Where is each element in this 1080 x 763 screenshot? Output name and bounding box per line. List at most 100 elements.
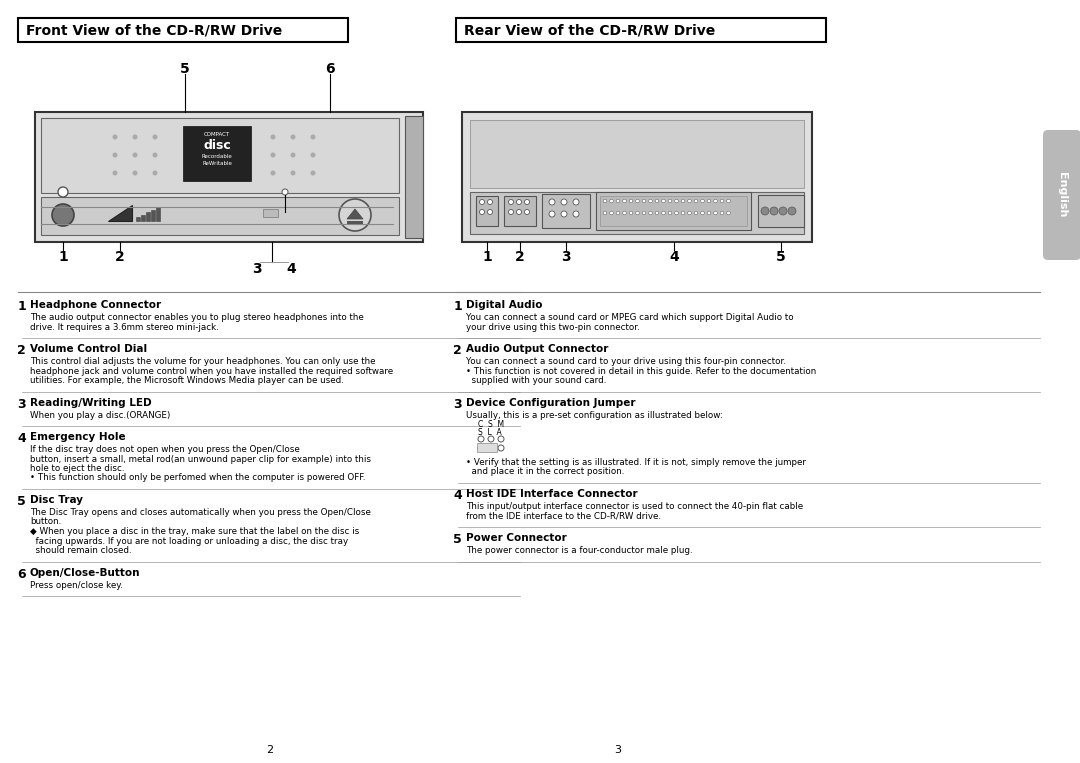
- Circle shape: [623, 211, 626, 215]
- Text: 4: 4: [286, 262, 296, 276]
- Text: This input/output interface connector is used to connect the 40-pin flat cable: This input/output interface connector is…: [465, 502, 804, 511]
- Circle shape: [688, 199, 691, 203]
- Circle shape: [779, 207, 787, 215]
- Bar: [136, 217, 140, 221]
- Circle shape: [561, 199, 567, 205]
- Circle shape: [509, 199, 513, 204]
- Circle shape: [133, 153, 137, 157]
- Text: 1: 1: [454, 300, 462, 313]
- Text: Host IDE Interface Connector: Host IDE Interface Connector: [465, 489, 637, 499]
- Circle shape: [770, 207, 778, 215]
- Circle shape: [282, 189, 288, 195]
- Text: Reading/Writing LED: Reading/Writing LED: [30, 398, 151, 407]
- Circle shape: [549, 211, 555, 217]
- Text: S  L  A: S L A: [478, 428, 502, 437]
- Circle shape: [636, 211, 639, 215]
- Circle shape: [487, 210, 492, 214]
- Text: from the IDE interface to the CD-R/RW drive.: from the IDE interface to the CD-R/RW dr…: [465, 511, 661, 520]
- Circle shape: [643, 211, 646, 215]
- Text: ReWritable: ReWritable: [202, 161, 232, 166]
- Circle shape: [509, 210, 513, 214]
- Circle shape: [291, 153, 296, 157]
- Circle shape: [270, 153, 275, 157]
- Text: • This function should only be perfomed when the computer is powered OFF.: • This function should only be perfomed …: [30, 474, 365, 482]
- Circle shape: [549, 199, 555, 205]
- Text: 2: 2: [267, 745, 273, 755]
- Circle shape: [701, 211, 704, 215]
- Text: Audio Output Connector: Audio Output Connector: [465, 344, 608, 354]
- Text: 3: 3: [615, 745, 621, 755]
- Bar: [456, 18, 826, 42]
- Text: should remain closed.: should remain closed.: [30, 546, 132, 555]
- Circle shape: [498, 436, 504, 442]
- Circle shape: [636, 199, 639, 203]
- Bar: [470, 192, 804, 234]
- Bar: [470, 120, 804, 188]
- Circle shape: [649, 199, 652, 203]
- Text: Device Configuration Jumper: Device Configuration Jumper: [465, 398, 635, 407]
- Text: facing upwards. If you are not loading or unloading a disc, the disc tray: facing upwards. If you are not loading o…: [30, 536, 348, 546]
- Circle shape: [617, 211, 620, 215]
- Circle shape: [669, 199, 672, 203]
- Circle shape: [662, 199, 665, 203]
- Text: Headphone Connector: Headphone Connector: [30, 300, 161, 310]
- Circle shape: [311, 170, 315, 175]
- Bar: [596, 192, 751, 230]
- Bar: [41, 197, 399, 235]
- Polygon shape: [347, 209, 363, 219]
- Text: Rear View of the CD-R/RW Drive: Rear View of the CD-R/RW Drive: [464, 24, 715, 38]
- Text: This control dial adjusts the volume for your headphones. You can only use the: This control dial adjusts the volume for…: [30, 357, 376, 366]
- Circle shape: [525, 199, 529, 204]
- Bar: [18, 18, 348, 42]
- Circle shape: [498, 445, 504, 451]
- Text: and place it in the correct position.: and place it in the correct position.: [465, 468, 624, 477]
- Circle shape: [610, 211, 613, 215]
- Circle shape: [573, 211, 579, 217]
- Bar: [347, 221, 363, 224]
- Circle shape: [480, 210, 485, 214]
- Text: headphone jack and volume control when you have installed the required software: headphone jack and volume control when y…: [30, 366, 393, 375]
- Text: 5: 5: [180, 62, 190, 76]
- Text: button.: button.: [30, 517, 62, 526]
- Circle shape: [727, 199, 730, 203]
- Circle shape: [152, 134, 158, 140]
- Bar: [504, 196, 536, 226]
- Circle shape: [573, 199, 579, 205]
- Bar: [41, 118, 399, 193]
- Text: 6: 6: [17, 568, 26, 581]
- Text: When you play a disc.(ORANGE): When you play a disc.(ORANGE): [30, 410, 171, 420]
- Circle shape: [311, 134, 315, 140]
- Circle shape: [339, 199, 372, 231]
- Circle shape: [487, 199, 492, 204]
- Circle shape: [681, 211, 685, 215]
- Text: Power Connector: Power Connector: [465, 533, 567, 543]
- Circle shape: [630, 199, 633, 203]
- Circle shape: [112, 153, 118, 157]
- Circle shape: [291, 134, 296, 140]
- Text: Volume Control Dial: Volume Control Dial: [30, 344, 147, 354]
- Circle shape: [270, 170, 275, 175]
- Circle shape: [488, 445, 494, 451]
- Text: ◆ When you place a disc in the tray, make sure that the label on the disc is: ◆ When you place a disc in the tray, mak…: [30, 527, 360, 536]
- Circle shape: [662, 211, 665, 215]
- Circle shape: [133, 170, 137, 175]
- Bar: [264, 209, 278, 217]
- Circle shape: [561, 211, 567, 217]
- Text: Digital Audio: Digital Audio: [465, 300, 542, 310]
- Text: • Verify that the setting is as illustrated. If it is not, simply remove the jum: • Verify that the setting is as illustra…: [465, 458, 806, 467]
- Text: The audio output connector enables you to plug stereo headphones into the: The audio output connector enables you t…: [30, 313, 364, 322]
- Circle shape: [478, 445, 484, 451]
- Polygon shape: [108, 205, 132, 221]
- Text: 6: 6: [325, 62, 335, 76]
- Circle shape: [656, 199, 659, 203]
- Text: drive. It requires a 3.6mm stereo mini-jack.: drive. It requires a 3.6mm stereo mini-j…: [30, 323, 219, 331]
- Text: 2: 2: [17, 344, 26, 357]
- Text: You can connect a sound card to your drive using this four-pin connector.: You can connect a sound card to your dri…: [465, 357, 786, 366]
- Text: Recordable: Recordable: [202, 154, 232, 159]
- Text: button, insert a small, metal rod(an unwound paper clip for example) into this: button, insert a small, metal rod(an unw…: [30, 455, 372, 463]
- Text: The power connector is a four-conductor male plug.: The power connector is a four-conductor …: [465, 546, 692, 555]
- Text: 4: 4: [670, 250, 679, 264]
- Text: hole to eject the disc.: hole to eject the disc.: [30, 464, 124, 473]
- Bar: [151, 210, 156, 221]
- Circle shape: [788, 207, 796, 215]
